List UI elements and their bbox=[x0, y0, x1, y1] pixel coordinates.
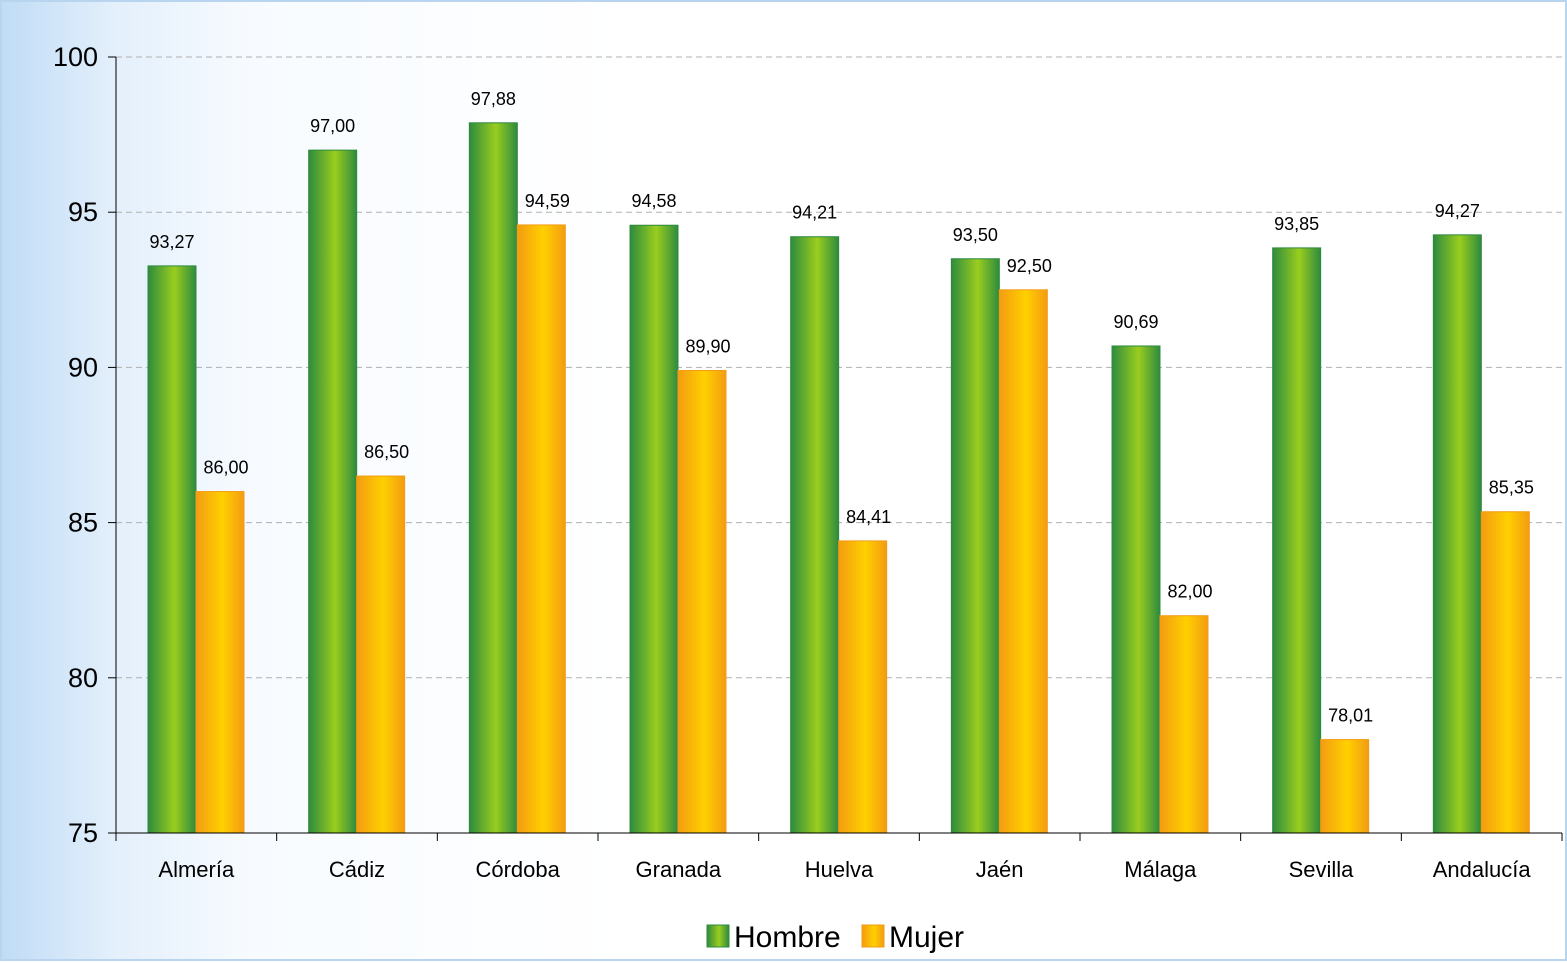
data-label: 93,50 bbox=[953, 225, 998, 245]
x-tick-label: Cádiz bbox=[329, 857, 385, 882]
x-tick-label: Jaén bbox=[976, 857, 1024, 882]
x-tick-label: Andalucía bbox=[1433, 857, 1532, 882]
bar-mujer bbox=[998, 289, 1048, 834]
x-tick-label: Málaga bbox=[1124, 857, 1197, 882]
legend: Hombre Mujer bbox=[706, 921, 964, 954]
data-label: 94,58 bbox=[631, 191, 676, 211]
bar-mujer bbox=[195, 491, 245, 834]
data-label: 86,50 bbox=[364, 442, 409, 462]
bar-hombre bbox=[950, 258, 1000, 834]
bar-mujer bbox=[356, 475, 406, 834]
x-tick-label: Huelva bbox=[805, 857, 874, 882]
data-labels: 93,27 97,00 97,88 94,58 94,21 93,50 90,69 93,85… bbox=[149, 89, 1533, 726]
data-label: 82,00 bbox=[1167, 582, 1212, 602]
legend-label-mujer: Mujer bbox=[889, 921, 964, 954]
legend-label-hombre: Hombre bbox=[734, 921, 841, 954]
legend-swatch-mujer bbox=[861, 924, 885, 948]
data-label: 84,41 bbox=[846, 507, 891, 527]
data-label: 92,50 bbox=[1007, 256, 1052, 276]
y-tick-label: 75 bbox=[68, 818, 98, 848]
axes: 75 80 85 90 95 100 Almería Cádiz Córdoba Granada H… bbox=[53, 42, 1563, 882]
data-label: 94,27 bbox=[1435, 201, 1480, 221]
bar-hombre bbox=[1272, 247, 1322, 834]
y-tick-label: 100 bbox=[53, 42, 98, 72]
y-tick-label: 80 bbox=[68, 663, 98, 693]
bar-hombre bbox=[629, 224, 679, 834]
data-label: 86,00 bbox=[203, 458, 248, 478]
y-tick-label: 95 bbox=[68, 197, 98, 227]
bar-hombre bbox=[468, 122, 518, 834]
data-label: 97,00 bbox=[310, 116, 355, 136]
data-label: 85,35 bbox=[1489, 478, 1534, 498]
data-label: 94,59 bbox=[525, 191, 570, 211]
data-label: 90,69 bbox=[1113, 312, 1158, 332]
y-tick-label: 85 bbox=[68, 508, 98, 538]
bar-mujer bbox=[1320, 739, 1370, 834]
data-label: 97,88 bbox=[471, 89, 516, 109]
bar-mujer bbox=[1159, 615, 1209, 834]
data-label: 93,27 bbox=[149, 232, 194, 252]
bar-hombre bbox=[308, 149, 358, 834]
bars bbox=[147, 122, 1530, 834]
bar-mujer bbox=[1480, 511, 1530, 834]
bar-mujer bbox=[838, 540, 888, 834]
bar-hombre bbox=[147, 265, 197, 834]
bar-mujer bbox=[516, 224, 566, 834]
data-label: 89,90 bbox=[685, 337, 730, 357]
bar-hombre bbox=[790, 236, 840, 834]
bar-mujer bbox=[677, 370, 727, 834]
data-label: 94,21 bbox=[792, 203, 837, 223]
x-tick-label: Córdoba bbox=[475, 857, 560, 882]
x-tick-label: Granada bbox=[636, 857, 722, 882]
y-tick-label: 90 bbox=[68, 352, 98, 382]
data-label: 78,01 bbox=[1328, 706, 1373, 726]
data-label: 93,85 bbox=[1274, 214, 1319, 234]
bar-hombre bbox=[1432, 234, 1482, 834]
x-tick-label: Almería bbox=[158, 857, 235, 882]
x-tick-label: Sevilla bbox=[1289, 857, 1355, 882]
legend-swatch-hombre bbox=[706, 924, 730, 948]
bar-hombre bbox=[1111, 345, 1161, 834]
